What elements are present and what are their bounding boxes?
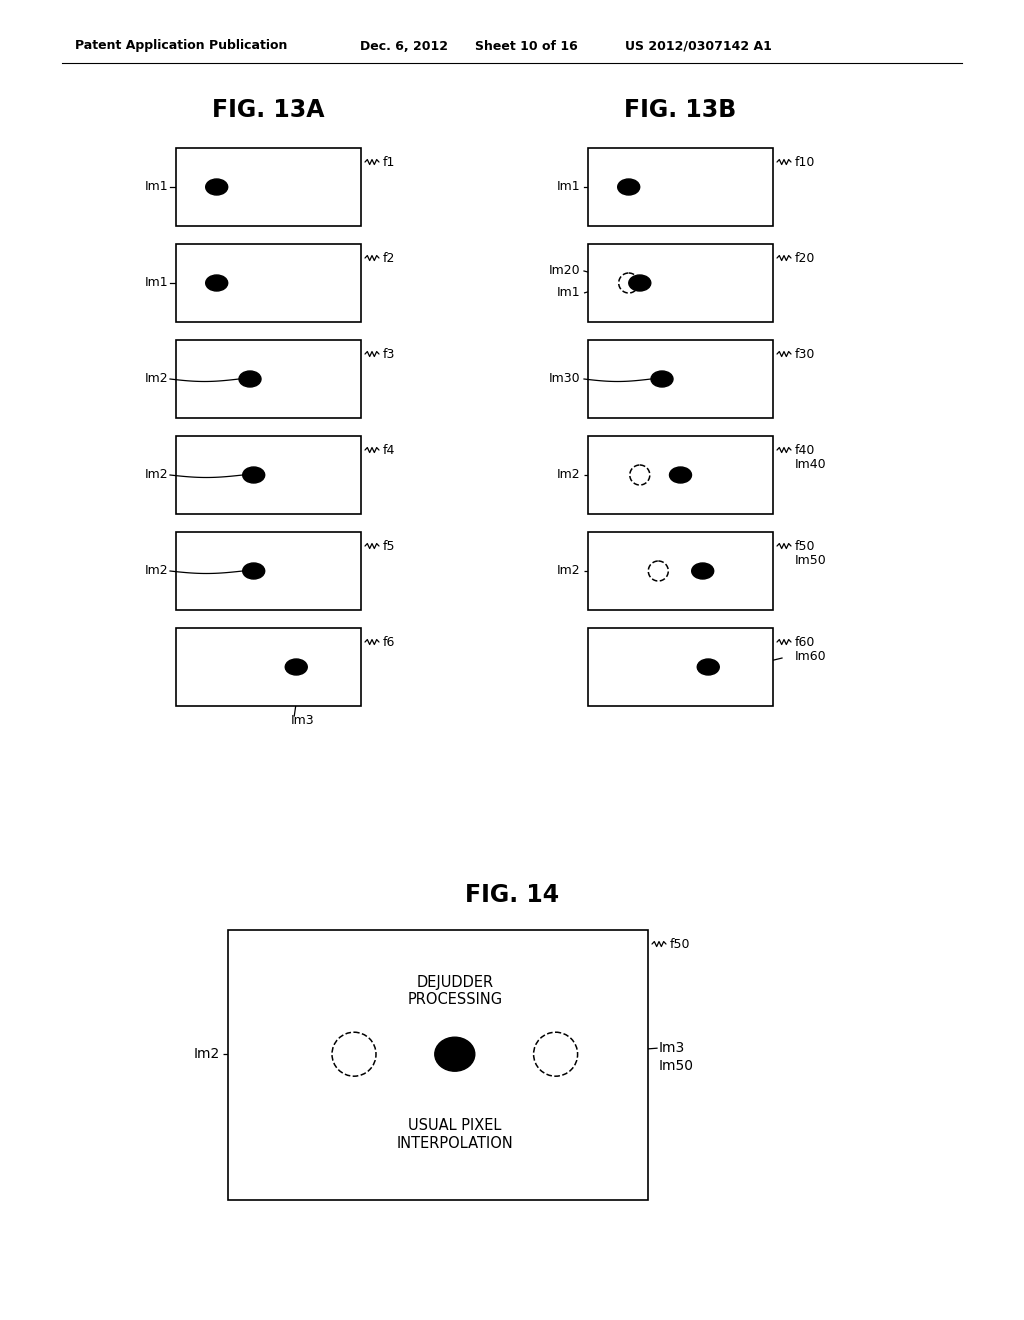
- Text: FIG. 14: FIG. 14: [465, 883, 559, 907]
- Text: DEJUDDER: DEJUDDER: [416, 974, 494, 990]
- Ellipse shape: [286, 659, 307, 675]
- Text: FIG. 13A: FIG. 13A: [212, 98, 325, 121]
- Text: f60: f60: [795, 635, 815, 648]
- Ellipse shape: [670, 467, 691, 483]
- Text: Im2: Im2: [194, 1047, 220, 1061]
- Text: Dec. 6, 2012: Dec. 6, 2012: [360, 40, 449, 53]
- Text: Im50: Im50: [795, 553, 826, 566]
- Text: f10: f10: [795, 156, 815, 169]
- Text: Im1: Im1: [144, 276, 168, 289]
- Text: f6: f6: [383, 635, 395, 648]
- Bar: [176, 244, 361, 322]
- Text: Im40: Im40: [795, 458, 826, 470]
- Text: f50: f50: [795, 540, 815, 553]
- Text: f30: f30: [795, 347, 815, 360]
- Bar: [588, 148, 773, 226]
- Ellipse shape: [629, 275, 651, 290]
- Bar: [588, 532, 773, 610]
- Text: Im60: Im60: [795, 649, 826, 663]
- Circle shape: [534, 1032, 578, 1076]
- Text: Im2: Im2: [144, 469, 168, 482]
- Text: Im20: Im20: [549, 264, 580, 277]
- Text: Im50: Im50: [659, 1059, 694, 1073]
- Bar: [176, 436, 361, 513]
- Circle shape: [630, 465, 650, 484]
- Text: Im2: Im2: [556, 469, 580, 482]
- Text: f3: f3: [383, 347, 395, 360]
- Text: Im3: Im3: [659, 1041, 685, 1055]
- Bar: [228, 931, 648, 1200]
- Bar: [588, 436, 773, 513]
- Text: USUAL PIXEL: USUAL PIXEL: [409, 1118, 502, 1133]
- Text: Im1: Im1: [556, 286, 580, 300]
- Text: f4: f4: [383, 444, 395, 457]
- Text: Patent Application Publication: Patent Application Publication: [75, 40, 288, 53]
- Bar: [176, 532, 361, 610]
- Text: f5: f5: [383, 540, 395, 553]
- Text: FIG. 13B: FIG. 13B: [624, 98, 736, 121]
- Text: f2: f2: [383, 252, 395, 264]
- Text: Im2: Im2: [556, 565, 580, 578]
- Circle shape: [648, 561, 669, 581]
- Text: INTERPOLATION: INTERPOLATION: [396, 1135, 513, 1151]
- Text: US 2012/0307142 A1: US 2012/0307142 A1: [625, 40, 772, 53]
- Ellipse shape: [206, 275, 227, 290]
- Ellipse shape: [206, 180, 227, 195]
- Circle shape: [332, 1032, 376, 1076]
- Text: f50: f50: [670, 937, 690, 950]
- Circle shape: [618, 273, 639, 293]
- Ellipse shape: [617, 180, 640, 195]
- Text: f40: f40: [795, 444, 815, 457]
- Ellipse shape: [243, 467, 264, 483]
- Ellipse shape: [435, 1038, 475, 1072]
- Text: Im30: Im30: [549, 372, 580, 385]
- Text: Im1: Im1: [144, 181, 168, 194]
- Bar: [176, 148, 361, 226]
- Ellipse shape: [651, 371, 673, 387]
- Text: Im1: Im1: [556, 181, 580, 194]
- Text: Im3: Im3: [291, 714, 314, 726]
- Bar: [588, 341, 773, 418]
- Bar: [588, 628, 773, 706]
- Ellipse shape: [691, 564, 714, 579]
- Text: Im2: Im2: [144, 372, 168, 385]
- Ellipse shape: [239, 371, 261, 387]
- Text: Sheet 10 of 16: Sheet 10 of 16: [475, 40, 578, 53]
- Text: PROCESSING: PROCESSING: [408, 993, 503, 1007]
- Text: f20: f20: [795, 252, 815, 264]
- Bar: [176, 341, 361, 418]
- Text: Im2: Im2: [144, 565, 168, 578]
- Ellipse shape: [243, 564, 264, 579]
- Text: f1: f1: [383, 156, 395, 169]
- Bar: [588, 244, 773, 322]
- Bar: [176, 628, 361, 706]
- Ellipse shape: [697, 659, 719, 675]
